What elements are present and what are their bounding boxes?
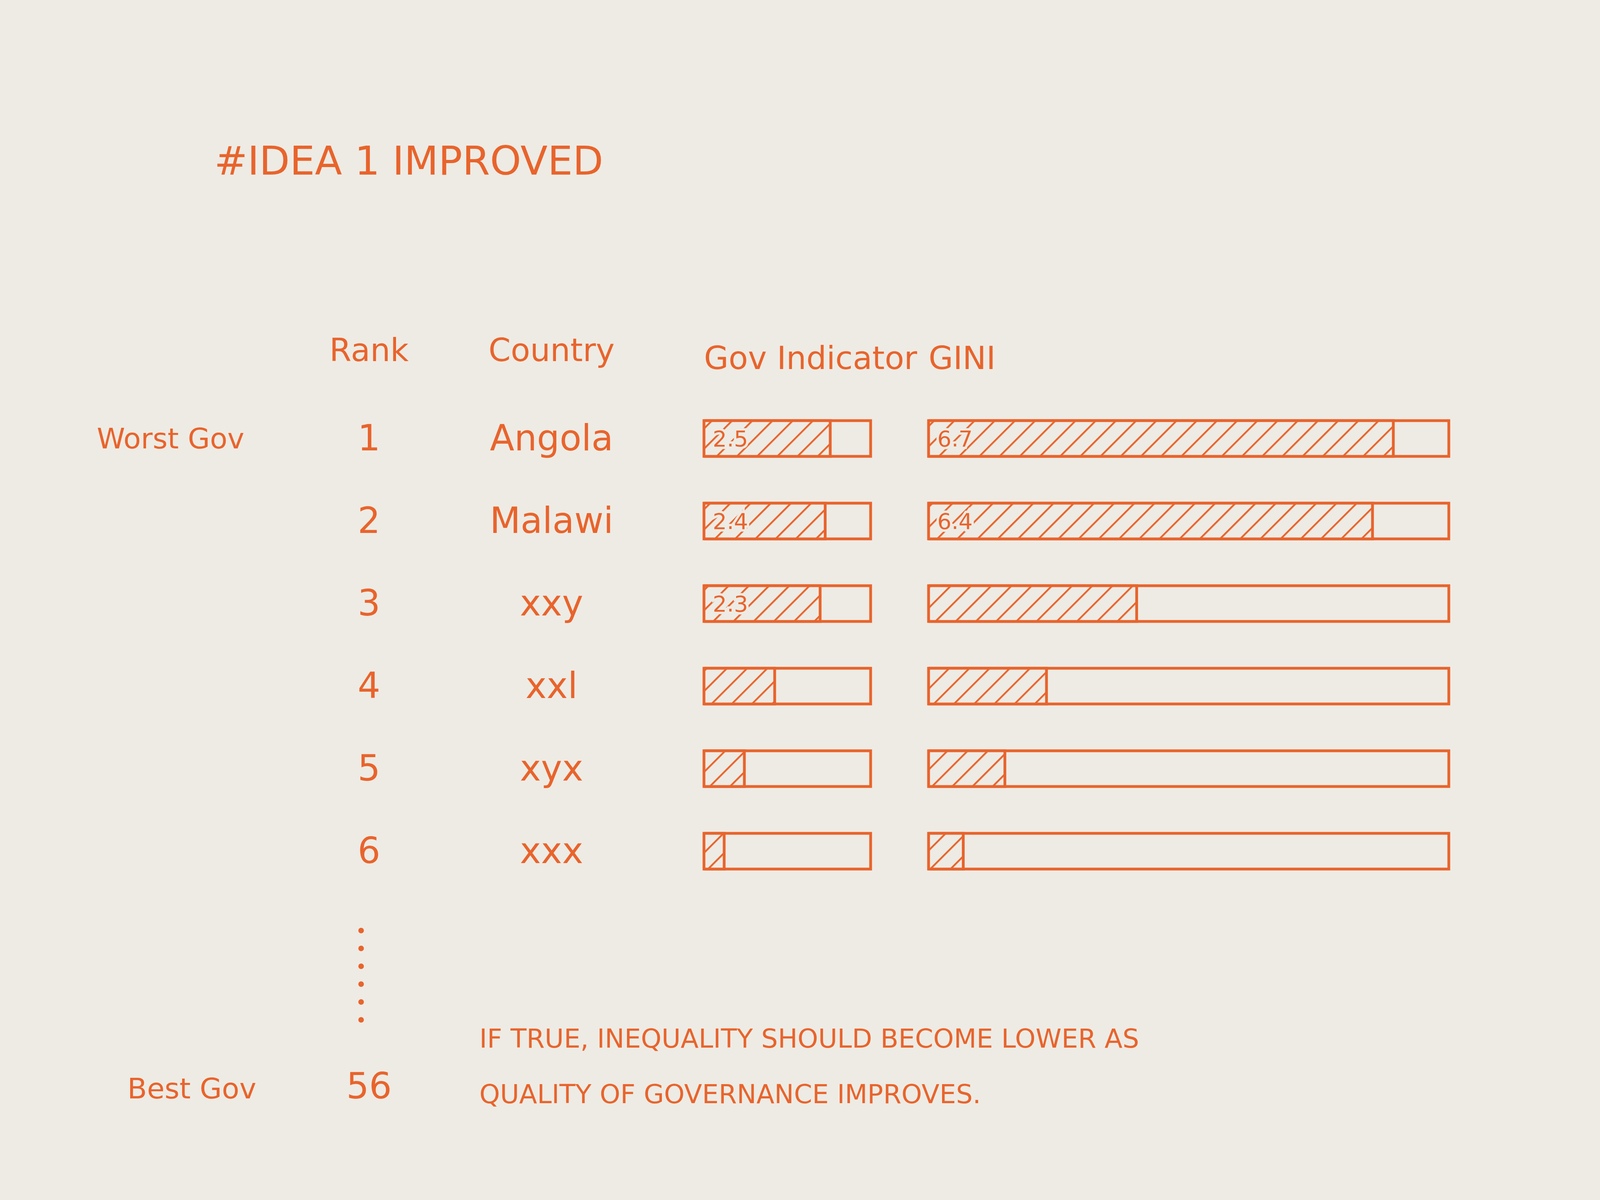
country: xxy (519, 582, 584, 624)
country: xyx (519, 747, 584, 789)
bar (928, 420, 1394, 457)
bar (703, 420, 831, 457)
bar-track (703, 420, 871, 457)
tracks (928, 420, 1449, 870)
bar-track (928, 420, 1449, 457)
tracks (703, 420, 871, 870)
sketch: #IDEA 1 IMPROVED Rank Country Worst Gov 1 2 3 4… (0, 0, 1600, 1200)
rank: 5 (357, 747, 381, 789)
bar-track (928, 668, 1449, 704)
data-label: 6.7 (937, 425, 973, 452)
column-title: Gov Indicator (703, 339, 918, 377)
bar-track (928, 750, 1449, 787)
bar (928, 750, 1005, 787)
ellipsis-dot (358, 999, 364, 1005)
rank: 1 (357, 417, 381, 459)
ellipsis-dot (358, 1017, 364, 1023)
bar (928, 833, 964, 870)
data-labels: 2.5 2.4 2.3 (712, 425, 749, 617)
best-label: Best Gov (127, 1071, 257, 1106)
bar (928, 668, 1047, 704)
data-labels: 6.7 6.4 (937, 425, 973, 535)
bar (703, 833, 725, 870)
header-rank: Rank (329, 331, 410, 369)
paper (0, 0, 1600, 1200)
note: QUALITY OF GOVERNANCE IMPROVES. (479, 1078, 981, 1110)
country: xxl (525, 664, 578, 707)
ellipsis-dot (358, 927, 364, 934)
last-rank: 56 (346, 1065, 393, 1107)
country: xxx (519, 829, 584, 872)
bar (703, 750, 745, 787)
bar (703, 585, 821, 622)
data-label: 2.4 (712, 508, 749, 535)
bars (703, 420, 831, 870)
bar (703, 503, 825, 539)
header-country: Country (488, 331, 615, 369)
data-label: 2.5 (712, 425, 749, 452)
bar-track (703, 750, 871, 787)
rank: 3 (357, 582, 381, 624)
rank: 6 (357, 829, 381, 872)
country: Malawi (489, 499, 614, 542)
column-title: GINI (928, 339, 996, 377)
bar-track (928, 585, 1449, 622)
bar (928, 503, 1373, 539)
bars (928, 420, 1394, 870)
bar-track (928, 503, 1449, 539)
ellipsis-dot (358, 963, 364, 970)
ellipsis-dot (358, 945, 364, 952)
ellipsis-dot (358, 981, 364, 987)
bar-track (703, 585, 871, 622)
bar (703, 668, 775, 704)
rank: 2 (357, 499, 381, 542)
worst-label: Worst Gov (96, 421, 245, 456)
bar-track (703, 503, 871, 539)
bar-track (928, 833, 1449, 870)
note: IF TRUE, INEQUALITY SHOULD BECOME LOWER … (479, 1023, 1140, 1054)
bar-track (703, 833, 871, 870)
bar (928, 585, 1137, 622)
title: #IDEA 1 IMPROVED (214, 137, 604, 185)
rank: 4 (357, 664, 381, 707)
country: Angola (490, 417, 614, 459)
data-label: 2.3 (712, 590, 749, 617)
data-label: 6.4 (937, 508, 973, 535)
bar-track (703, 668, 871, 704)
